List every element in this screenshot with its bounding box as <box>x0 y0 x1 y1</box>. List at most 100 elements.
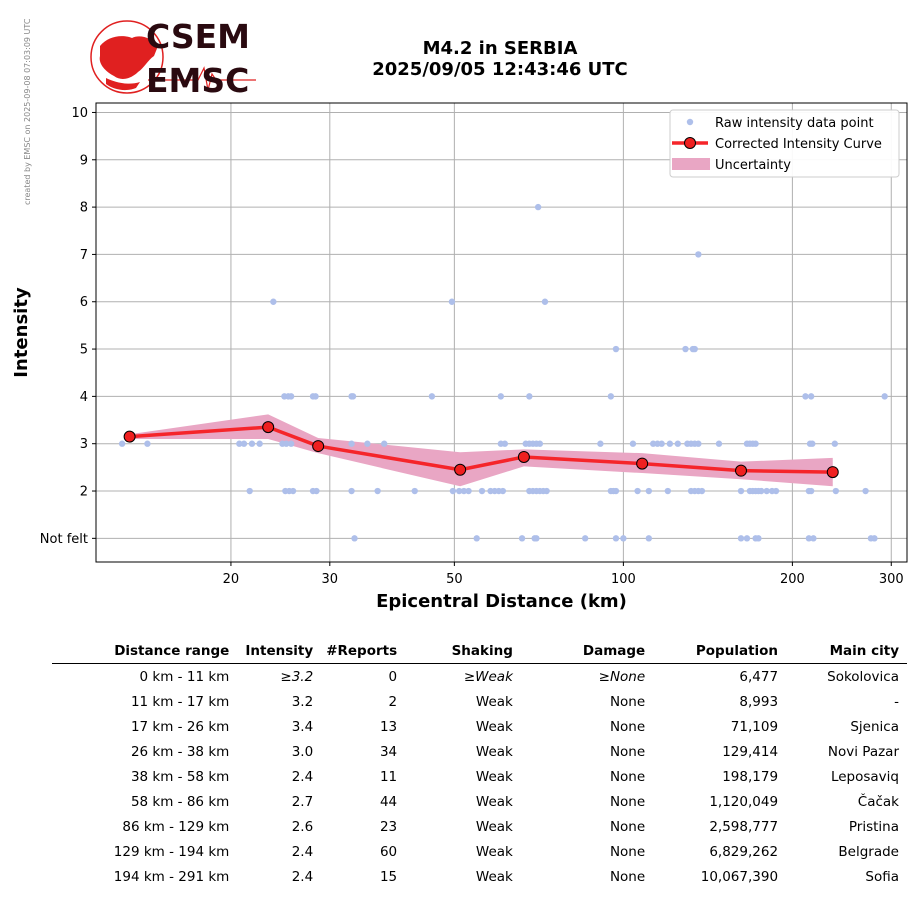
raw-data-point <box>597 440 604 447</box>
cell-population: 8,993 <box>739 693 779 710</box>
raw-data-point <box>283 440 290 447</box>
cell-population: 6,477 <box>739 668 779 685</box>
raw-data-point <box>645 487 653 495</box>
cell-shaking: Weak <box>475 793 513 810</box>
raw-data-point <box>312 393 319 400</box>
cell-population: 198,179 <box>722 768 779 785</box>
chart-title: M4.2 in SERBIA 2025/09/05 12:43:46 UTC <box>300 38 700 80</box>
raw-data-point <box>607 393 615 400</box>
legend-uncertainty-icon <box>672 158 710 170</box>
raw-data-point <box>862 487 869 495</box>
raw-data-point <box>755 535 762 542</box>
cell-intensity: 2.4 <box>291 868 314 885</box>
raw-data-point <box>351 535 358 542</box>
cell-damage: None <box>609 693 646 710</box>
table-row: 17 km - 26 km 3.4 13 Weak None 71,109 Sjenica <box>52 714 907 739</box>
cell-reports: 23 <box>379 818 398 835</box>
cell-damage: None <box>609 793 646 810</box>
x-tick-label: 20 <box>223 572 240 587</box>
raw-data-point <box>831 440 839 447</box>
x-tick-label: 300 <box>879 572 904 587</box>
raw-data-point <box>763 487 770 495</box>
raw-data-point <box>871 535 878 542</box>
raw-data-point <box>499 487 507 495</box>
legend-raw-point-icon <box>686 118 694 126</box>
cell-damage: None <box>609 768 646 785</box>
raw-data-point <box>664 487 672 495</box>
raw-data-point <box>256 440 263 447</box>
cell-main-city: Leposaviq <box>830 768 899 785</box>
cell-main-city: Sokolovica <box>827 668 899 685</box>
raw-data-point <box>612 535 620 542</box>
cell-reports: 34 <box>379 743 398 760</box>
y-tick-label: 4 <box>80 390 88 405</box>
raw-data-point <box>612 345 620 353</box>
raw-data-point <box>695 251 702 258</box>
cell-main-city: Čačak <box>857 793 899 810</box>
x-tick-label: 50 <box>446 572 463 587</box>
table-row: 38 km - 58 km 2.4 11 Weak None 198,179 Leposav… <box>52 764 907 789</box>
cell-main-city: Pristina <box>848 818 899 835</box>
cell-shaking: Weak <box>475 843 513 860</box>
raw-data-point <box>374 487 381 495</box>
cell-reports: 13 <box>379 718 398 735</box>
raw-data-point <box>620 535 627 542</box>
raw-data-point <box>478 487 486 495</box>
raw-data-point <box>737 535 745 542</box>
cell-population: 2,598,777 <box>709 818 779 835</box>
cell-reports: 15 <box>379 868 398 885</box>
cell-reports: 0 <box>388 668 398 685</box>
cell-distance-range: 0 km - 11 km <box>139 668 230 685</box>
raw-data-point <box>752 440 759 447</box>
raw-data-point <box>501 440 509 447</box>
cell-reports: 2 <box>388 693 398 710</box>
y-tick-label: 7 <box>80 248 88 263</box>
legend-curve-marker-icon <box>684 137 696 149</box>
cell-distance-range: 194 km - 291 km <box>113 868 230 885</box>
raw-data-point <box>449 487 457 495</box>
cell-damage: None <box>609 868 646 885</box>
raw-data-point <box>682 345 689 353</box>
csem-emsc-logo: CSEM EMSC <box>90 17 256 98</box>
raw-data-point <box>691 345 698 353</box>
curve-marker <box>735 464 748 477</box>
cell-shaking: ≥Weak <box>463 668 513 685</box>
uncertainty-band <box>129 414 833 487</box>
cell-distance-range: 17 km - 26 km <box>130 718 230 735</box>
header-shaking: Shaking <box>405 640 521 664</box>
raw-data-point <box>428 393 436 400</box>
curve-marker <box>262 421 275 434</box>
cell-intensity: 3.4 <box>291 718 314 735</box>
raw-data-point <box>695 440 702 447</box>
cell-shaking: Weak <box>475 768 513 785</box>
cell-intensity: 2.7 <box>291 793 314 810</box>
cell-shaking: Weak <box>475 818 513 835</box>
raw-data-point <box>364 440 371 447</box>
x-tick-label: 200 <box>780 572 805 587</box>
cell-intensity: ≥3.2 <box>280 668 314 685</box>
cell-population: 10,067,390 <box>700 868 779 885</box>
cell-population: 1,120,049 <box>709 793 779 810</box>
raw-data-point <box>473 535 480 542</box>
cell-distance-range: 58 km - 86 km <box>130 793 230 810</box>
raw-data-point <box>240 440 248 447</box>
raw-data-point <box>807 393 815 400</box>
raw-data-point <box>497 393 505 400</box>
header-reports: #Reports <box>321 640 406 664</box>
cell-distance-range: 11 km - 17 km <box>130 693 230 710</box>
table-row: 26 km - 38 km 3.0 34 Weak None 129,414 Novi Pa… <box>52 739 907 764</box>
raw-data-point <box>248 440 256 447</box>
raw-data-point <box>246 487 253 495</box>
raw-data-point <box>658 440 665 447</box>
raw-data-point <box>536 440 544 447</box>
cell-main-city: Sjenica <box>850 718 899 735</box>
raw-data-point <box>144 440 151 447</box>
raw-data-point <box>715 440 723 447</box>
y-tick-label: 8 <box>80 201 88 216</box>
cell-intensity: 3.0 <box>291 743 314 760</box>
cell-distance-range: 86 km - 129 km <box>122 818 230 835</box>
cell-main-city: Novi Pazar <box>827 743 899 760</box>
raw-data-point <box>465 487 472 495</box>
raw-data-point <box>772 487 780 495</box>
y-tick-label: Not felt <box>40 532 88 547</box>
